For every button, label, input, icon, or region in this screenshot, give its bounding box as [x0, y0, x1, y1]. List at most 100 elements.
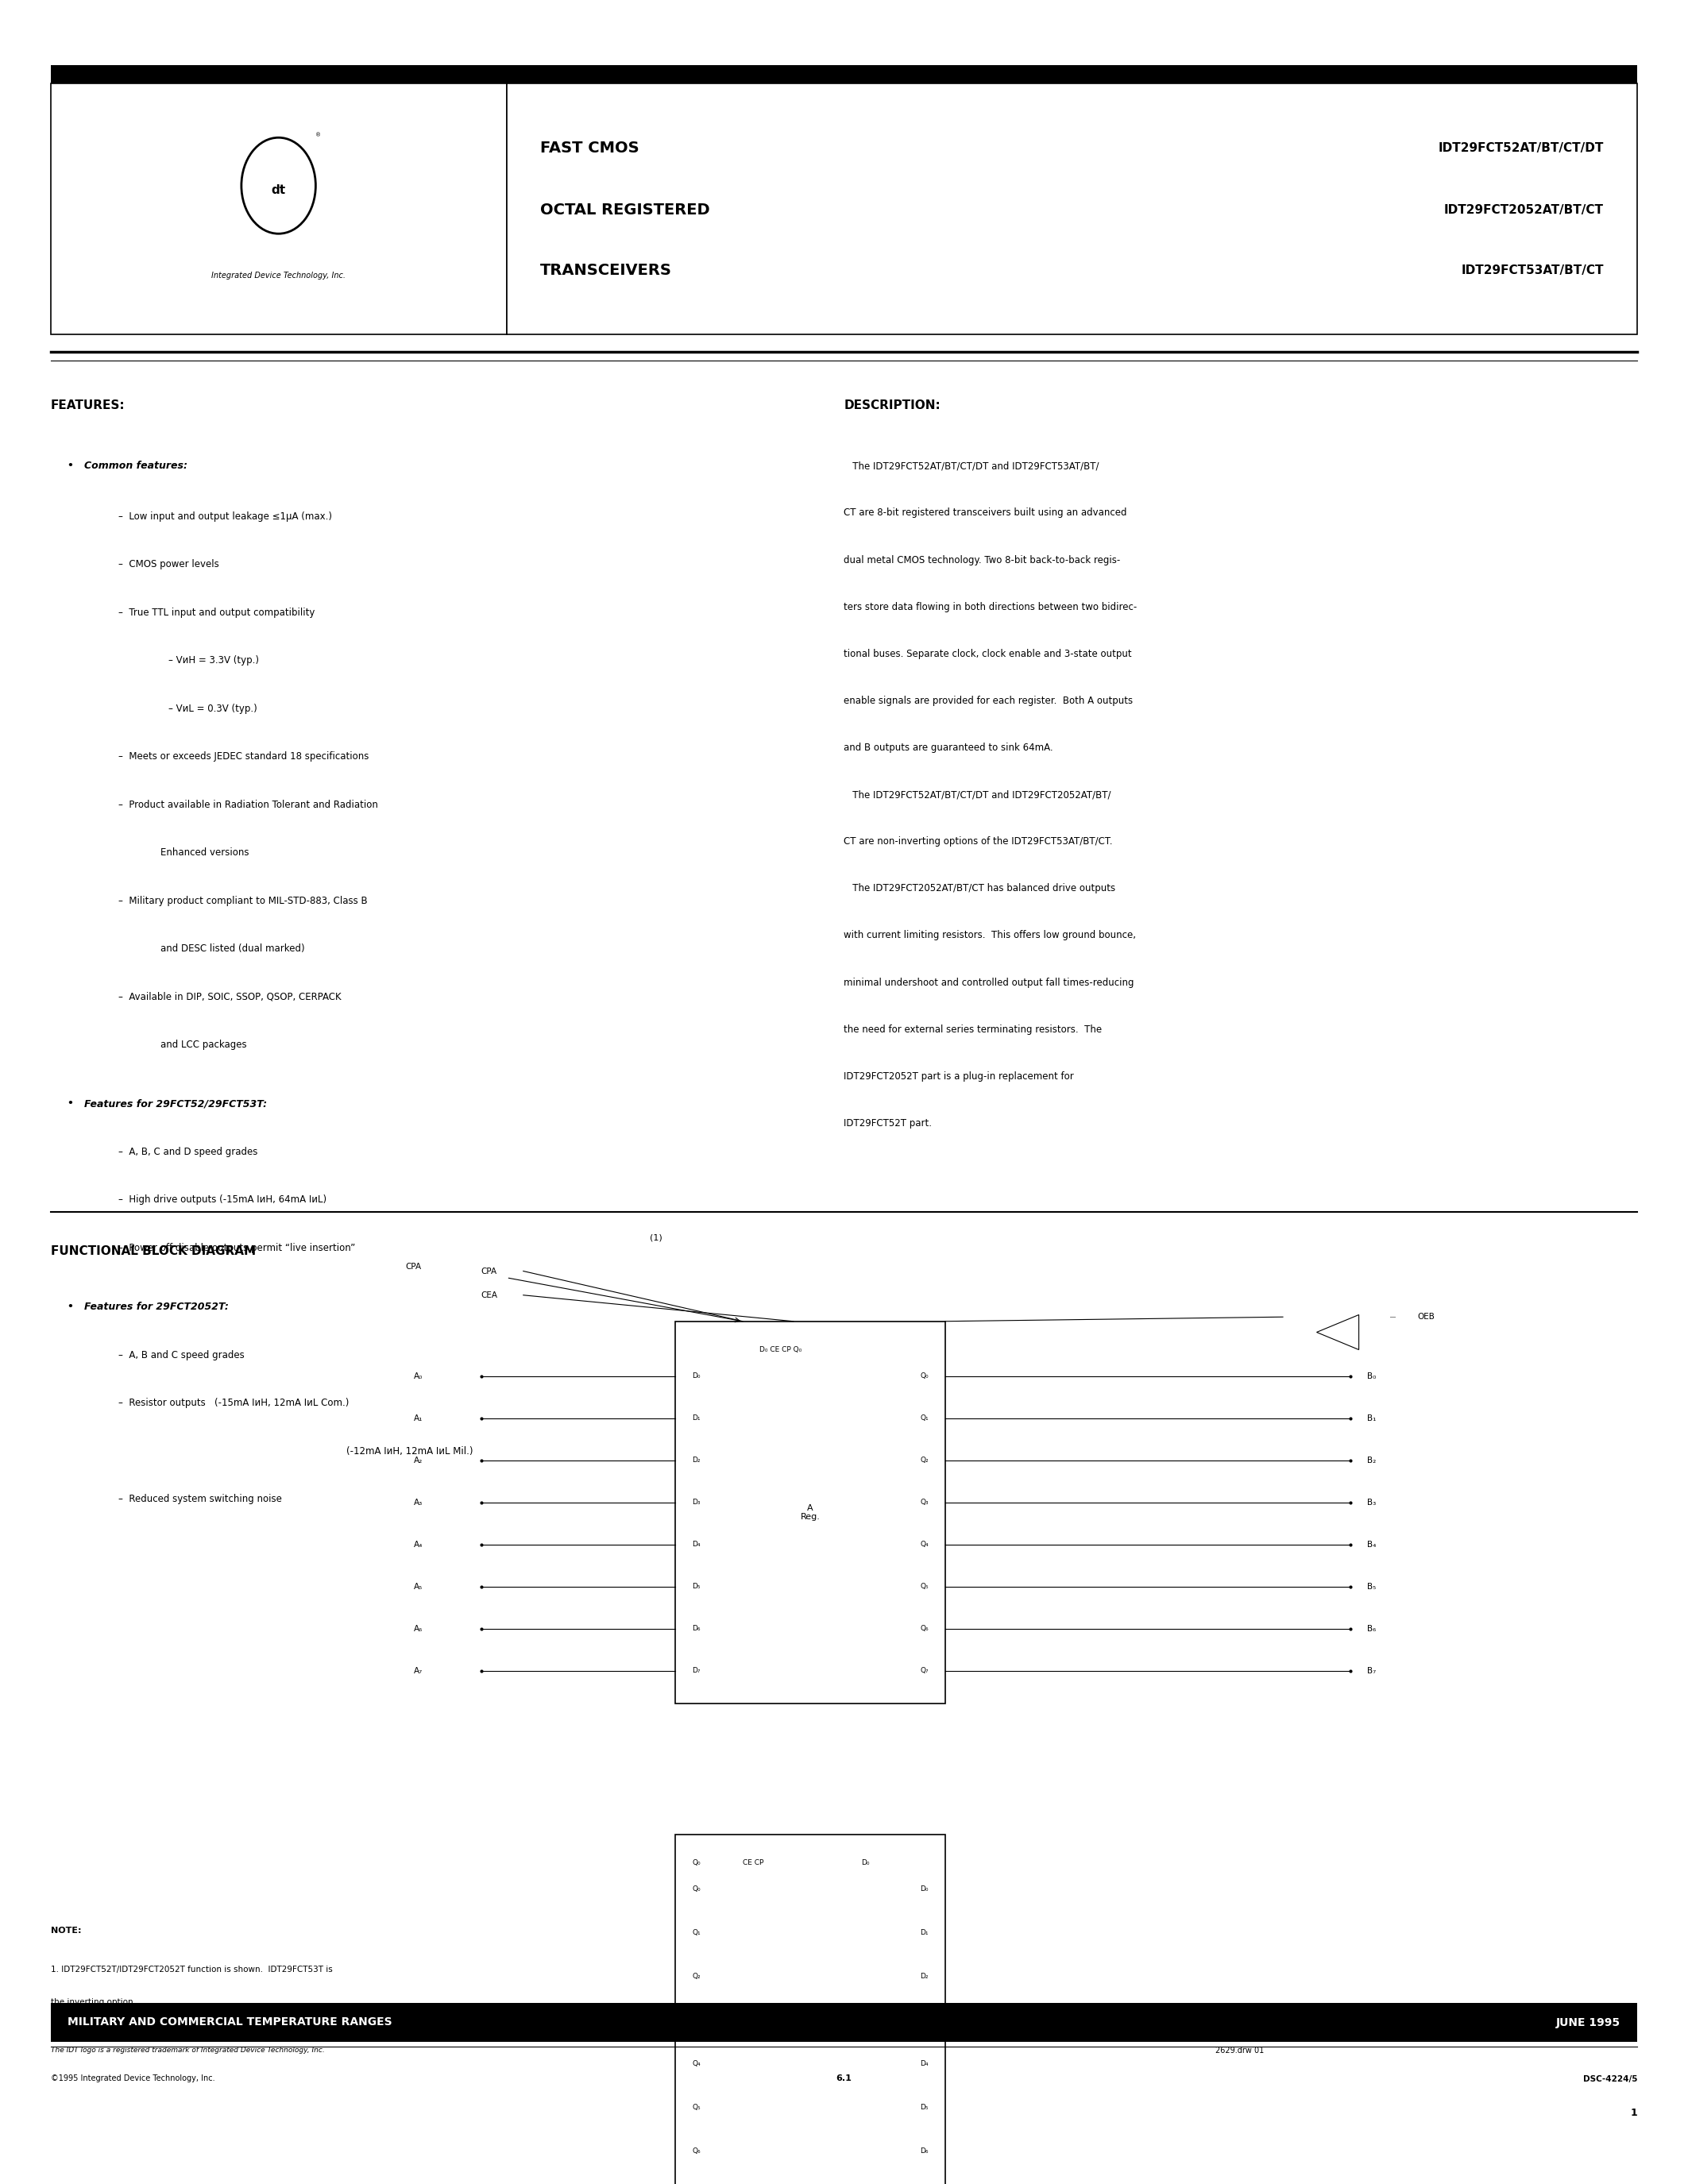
Text: ®: ®	[316, 133, 321, 138]
Text: D₅: D₅	[692, 1583, 701, 1590]
Text: Q₄: Q₄	[920, 1542, 928, 1548]
Text: CT are 8-bit registered transceivers built using an advanced: CT are 8-bit registered transceivers bui…	[844, 509, 1128, 518]
Text: Q₃: Q₃	[920, 1498, 928, 1505]
Text: 1: 1	[1631, 2108, 1637, 2118]
Text: –  Product available in Radiation Tolerant and Radiation: – Product available in Radiation Toleran…	[118, 799, 378, 810]
Text: FAST CMOS: FAST CMOS	[540, 142, 640, 155]
Text: D₁: D₁	[920, 1928, 928, 1937]
Bar	[51, 83, 506, 334]
Text: B₁: B₁	[1367, 1413, 1376, 1422]
Text: D₀: D₀	[861, 1859, 869, 1867]
Text: Q₆: Q₆	[692, 2147, 701, 2156]
Text: D₂: D₂	[920, 1972, 928, 1981]
Text: D₂: D₂	[692, 1457, 701, 1463]
Text: the inverting option.: the inverting option.	[51, 1998, 135, 2007]
Text: CE CP: CE CP	[743, 1859, 763, 1867]
Text: minimal undershoot and controlled output fall times-reducing: minimal undershoot and controlled output…	[844, 976, 1134, 987]
Text: –  Reduced system switching noise: – Reduced system switching noise	[118, 1494, 282, 1505]
Text: •: •	[68, 461, 78, 472]
Text: D₄: D₄	[692, 1542, 701, 1548]
Text: –  A, B, C and D speed grades: – A, B, C and D speed grades	[118, 1147, 258, 1158]
Text: Integrated Device Technology, Inc.: Integrated Device Technology, Inc.	[211, 271, 346, 280]
Text: ©1995 Integrated Device Technology, Inc.: ©1995 Integrated Device Technology, Inc.	[51, 2075, 214, 2084]
Text: D₀: D₀	[920, 1885, 928, 1894]
Text: Q₄: Q₄	[692, 2060, 701, 2068]
Text: B₄: B₄	[1367, 1540, 1376, 1548]
Text: –  High drive outputs (-15mA IᴎH, 64mA IᴎL): – High drive outputs (-15mA IᴎH, 64mA Iᴎ…	[118, 1195, 326, 1206]
Text: TRANSCEIVERS: TRANSCEIVERS	[540, 264, 672, 277]
Text: B₅: B₅	[1367, 1583, 1376, 1590]
Text: –  Low input and output leakage ≤1μA (max.): – Low input and output leakage ≤1μA (max…	[118, 511, 333, 522]
Text: –  Power off disable outputs permit “live insertion”: – Power off disable outputs permit “live…	[118, 1243, 354, 1254]
Text: D₆: D₆	[692, 1625, 701, 1631]
Text: B
Reg.: B Reg.	[800, 2022, 820, 2040]
Text: FUNCTIONAL BLOCK DIAGRAM: FUNCTIONAL BLOCK DIAGRAM	[51, 1245, 255, 1256]
Text: IDT29FCT2052AT/BT/CT: IDT29FCT2052AT/BT/CT	[1443, 203, 1604, 216]
Text: The IDT29FCT52AT/BT/CT/DT and IDT29FCT2052AT/BT/: The IDT29FCT52AT/BT/CT/DT and IDT29FCT20…	[844, 788, 1111, 799]
Text: the need for external series terminating resistors.  The: the need for external series terminating…	[844, 1024, 1102, 1035]
Text: A₅: A₅	[414, 1583, 422, 1590]
Text: Q₁: Q₁	[920, 1415, 928, 1422]
Bar	[51, 66, 1637, 83]
Text: Q₅: Q₅	[692, 2103, 701, 2112]
Text: –  True TTL input and output compatibility: – True TTL input and output compatibilit…	[118, 607, 314, 618]
Text: IDT29FCT52AT/BT/CT/DT: IDT29FCT52AT/BT/CT/DT	[1438, 142, 1604, 155]
Text: with current limiting resistors.  This offers low ground bounce,: with current limiting resistors. This of…	[844, 930, 1136, 941]
Bar	[51, 2003, 1637, 2042]
Text: Q₃: Q₃	[692, 2016, 701, 2025]
Text: CT are non-inverting options of the IDT29FCT53AT/BT/CT.: CT are non-inverting options of the IDT2…	[844, 836, 1112, 847]
Text: DSC-4224/5: DSC-4224/5	[1583, 2075, 1637, 2084]
Text: dt: dt	[272, 183, 285, 197]
Text: Features for 29FCT2052T:: Features for 29FCT2052T:	[84, 1302, 230, 1313]
Text: Q₀: Q₀	[692, 1885, 701, 1894]
Text: –  Resistor outputs   (-15mA IᴎH, 12mA IᴎL Com.): – Resistor outputs (-15mA IᴎH, 12mA IᴎL …	[118, 1398, 349, 1409]
Text: A₄: A₄	[414, 1540, 422, 1548]
Text: D₁: D₁	[692, 1415, 701, 1422]
Text: Q₅: Q₅	[920, 1583, 928, 1590]
Text: Common features:: Common features:	[84, 461, 187, 472]
Text: Q₀: Q₀	[920, 1372, 928, 1380]
Text: 2629.drw 01: 2629.drw 01	[1215, 2046, 1264, 2055]
Bar	[675, 1321, 945, 1704]
Text: B₃: B₃	[1367, 1498, 1376, 1507]
Text: A₇: A₇	[414, 1666, 422, 1675]
Text: D₄: D₄	[920, 2060, 928, 2068]
Text: The IDT29FCT52AT/BT/CT/DT and IDT29FCT53AT/BT/: The IDT29FCT52AT/BT/CT/DT and IDT29FCT53…	[844, 461, 1099, 472]
Text: MILITARY AND COMMERCIAL TEMPERATURE RANGES: MILITARY AND COMMERCIAL TEMPERATURE RANG…	[68, 2016, 392, 2029]
Text: D₆: D₆	[920, 2147, 928, 2156]
Text: B₇: B₇	[1367, 1666, 1376, 1675]
Text: JUNE 1995: JUNE 1995	[1556, 2016, 1620, 2029]
Text: 6.1: 6.1	[836, 2075, 852, 2084]
Text: Q₂: Q₂	[692, 1972, 701, 1981]
Text: B₂: B₂	[1367, 1457, 1376, 1463]
Text: ters store data flowing in both directions between two bidirec-: ters store data flowing in both directio…	[844, 603, 1138, 612]
Text: D₅: D₅	[920, 2103, 928, 2112]
Text: IDT29FCT52T part.: IDT29FCT52T part.	[844, 1118, 932, 1129]
Text: and LCC packages: and LCC packages	[160, 1040, 246, 1051]
Bar	[675, 1835, 945, 2184]
Text: A₀: A₀	[414, 1372, 422, 1380]
Text: Enhanced versions: Enhanced versions	[160, 847, 248, 858]
Text: OCTAL REGISTERED: OCTAL REGISTERED	[540, 203, 711, 216]
Text: and B outputs are guaranteed to sink 64mA.: and B outputs are guaranteed to sink 64m…	[844, 743, 1053, 753]
Text: 1. IDT29FCT52T/IDT29FCT2052T function is shown.  IDT29FCT53T is: 1. IDT29FCT52T/IDT29FCT2052T function is…	[51, 1966, 333, 1974]
Text: Q₆: Q₆	[920, 1625, 928, 1631]
Text: and DESC listed (dual marked): and DESC listed (dual marked)	[160, 943, 304, 954]
Text: dual metal CMOS technology. Two 8-bit back-to-back regis-: dual metal CMOS technology. Two 8-bit ba…	[844, 555, 1121, 566]
Text: A₃: A₃	[414, 1498, 422, 1507]
Text: B₀: B₀	[1367, 1372, 1376, 1380]
Text: Q₂: Q₂	[920, 1457, 928, 1463]
Text: DESCRIPTION:: DESCRIPTION:	[844, 400, 940, 411]
Text: A₆: A₆	[414, 1625, 422, 1634]
Text: –  Military product compliant to MIL-STD-883, Class B: – Military product compliant to MIL-STD-…	[118, 895, 368, 906]
Text: D₀: D₀	[692, 1372, 701, 1380]
Text: D₃: D₃	[692, 1498, 701, 1505]
Bar	[506, 83, 1637, 334]
Text: tional buses. Separate clock, clock enable and 3-state output: tional buses. Separate clock, clock enab…	[844, 649, 1133, 660]
Polygon shape	[1317, 1315, 1359, 1350]
Text: NOTE:: NOTE:	[51, 1926, 81, 1935]
Text: ―: ―	[1389, 1315, 1396, 1319]
Text: CEA: CEA	[481, 1291, 498, 1299]
Text: A
Reg.: A Reg.	[800, 1505, 820, 1520]
Text: CPA: CPA	[405, 1262, 420, 1271]
